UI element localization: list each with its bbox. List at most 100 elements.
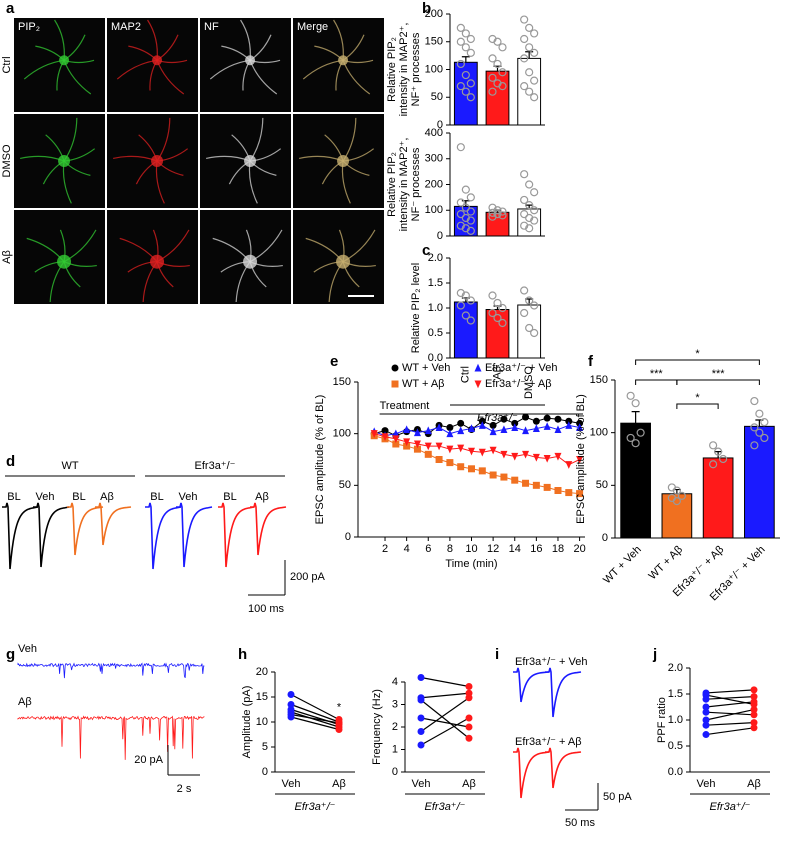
data-point bbox=[530, 328, 539, 338]
y-tick-label: 1.0 bbox=[668, 714, 683, 726]
data-point bbox=[750, 396, 759, 406]
data-point bbox=[626, 391, 635, 400]
significance-bracket bbox=[676, 379, 760, 385]
marker bbox=[532, 424, 540, 432]
mepsc-trace bbox=[17, 715, 205, 760]
data-point bbox=[714, 447, 723, 456]
marker bbox=[500, 415, 508, 423]
legend-label: WT + Veh bbox=[402, 362, 450, 374]
significance-label: * bbox=[695, 348, 700, 360]
y-axis-label: PPF ratio bbox=[656, 697, 668, 743]
data-point bbox=[287, 701, 295, 708]
panel-letter: h bbox=[238, 646, 247, 663]
data-point bbox=[488, 308, 497, 318]
marker bbox=[478, 467, 486, 475]
y-tick-label: 1 bbox=[392, 743, 398, 755]
pair-line bbox=[705, 701, 755, 708]
x-tick-label: Ctrl bbox=[460, 366, 472, 383]
epsc-trace bbox=[33, 502, 70, 568]
x-tick-label: Veh bbox=[697, 778, 716, 790]
data-point bbox=[520, 308, 529, 318]
data-point bbox=[461, 203, 470, 212]
data-point bbox=[456, 288, 465, 298]
trace-label: BL bbox=[7, 491, 20, 503]
data-point bbox=[525, 43, 534, 52]
pair-line bbox=[705, 727, 755, 736]
epsc-trace bbox=[67, 502, 104, 556]
data-point bbox=[498, 82, 507, 91]
data-point bbox=[750, 698, 758, 706]
panel-letter: g bbox=[6, 646, 15, 663]
x-tick-label: Veh bbox=[282, 778, 301, 790]
marker bbox=[500, 425, 508, 434]
bar bbox=[485, 309, 510, 359]
data-point bbox=[750, 686, 758, 694]
x-tick-label: 18 bbox=[552, 543, 564, 555]
trace-label: Efr3a⁺/⁻ + Veh bbox=[515, 656, 587, 668]
soma bbox=[59, 55, 70, 66]
marker bbox=[576, 423, 584, 431]
data-point bbox=[493, 313, 502, 323]
data-point bbox=[417, 696, 425, 704]
pair-line bbox=[420, 699, 470, 739]
data-point bbox=[488, 212, 497, 221]
marker bbox=[554, 452, 562, 461]
soma bbox=[152, 55, 163, 66]
y-tick-label: 100 bbox=[425, 63, 443, 75]
y-axis-label: Frequency (Hz) bbox=[371, 689, 383, 765]
marker bbox=[565, 489, 573, 497]
pair-line bbox=[290, 693, 340, 721]
marker bbox=[457, 419, 465, 427]
marker bbox=[489, 446, 497, 455]
data-point bbox=[466, 226, 475, 235]
marker bbox=[381, 433, 389, 441]
ppf-trace bbox=[545, 747, 582, 789]
ppf-trace bbox=[545, 667, 582, 718]
scale-label: 100 ms bbox=[248, 603, 285, 615]
data-point bbox=[461, 43, 470, 52]
trace-label: Veh bbox=[179, 491, 198, 503]
panel-letter: e bbox=[330, 353, 338, 370]
data-point bbox=[636, 428, 645, 437]
bar bbox=[702, 457, 734, 539]
data-point bbox=[750, 706, 758, 714]
panel-letter: c bbox=[422, 242, 430, 259]
marker bbox=[532, 417, 540, 425]
data-point bbox=[461, 70, 470, 80]
data-point bbox=[498, 68, 507, 77]
pair-line bbox=[420, 717, 470, 746]
y-tick-label: 100 bbox=[333, 428, 351, 440]
data-point bbox=[493, 206, 502, 215]
panel-letter: j bbox=[652, 646, 657, 663]
marker bbox=[413, 440, 421, 449]
trace-label: Efr3a⁺/⁻ + Aβ bbox=[515, 736, 582, 748]
soma bbox=[338, 55, 349, 66]
significance-bracket bbox=[635, 379, 678, 385]
marker bbox=[565, 421, 573, 429]
data-point bbox=[525, 323, 534, 333]
marker bbox=[565, 461, 573, 469]
pair-line bbox=[290, 713, 340, 724]
data-point bbox=[702, 708, 710, 716]
marker bbox=[457, 463, 465, 471]
data-point bbox=[530, 29, 539, 38]
data-point bbox=[750, 441, 759, 450]
micrograph bbox=[107, 18, 198, 112]
marker bbox=[468, 424, 475, 432]
data-point bbox=[525, 23, 534, 32]
data-point bbox=[498, 207, 507, 216]
marker bbox=[413, 428, 421, 437]
marker bbox=[576, 490, 584, 498]
data-point bbox=[461, 87, 470, 96]
x-tick-label: 20 bbox=[573, 543, 585, 555]
panel-letter: b bbox=[422, 0, 431, 17]
data-point bbox=[672, 486, 681, 495]
x-tick-label: 8 bbox=[447, 543, 453, 555]
channel-label: Merge bbox=[297, 21, 328, 33]
y-tick-label: 50 bbox=[596, 479, 608, 491]
pair-line bbox=[290, 716, 340, 731]
y-tick-label: 3 bbox=[392, 698, 398, 710]
significance-label: * bbox=[695, 392, 700, 404]
pair-line bbox=[420, 717, 470, 728]
data-point bbox=[520, 221, 529, 230]
